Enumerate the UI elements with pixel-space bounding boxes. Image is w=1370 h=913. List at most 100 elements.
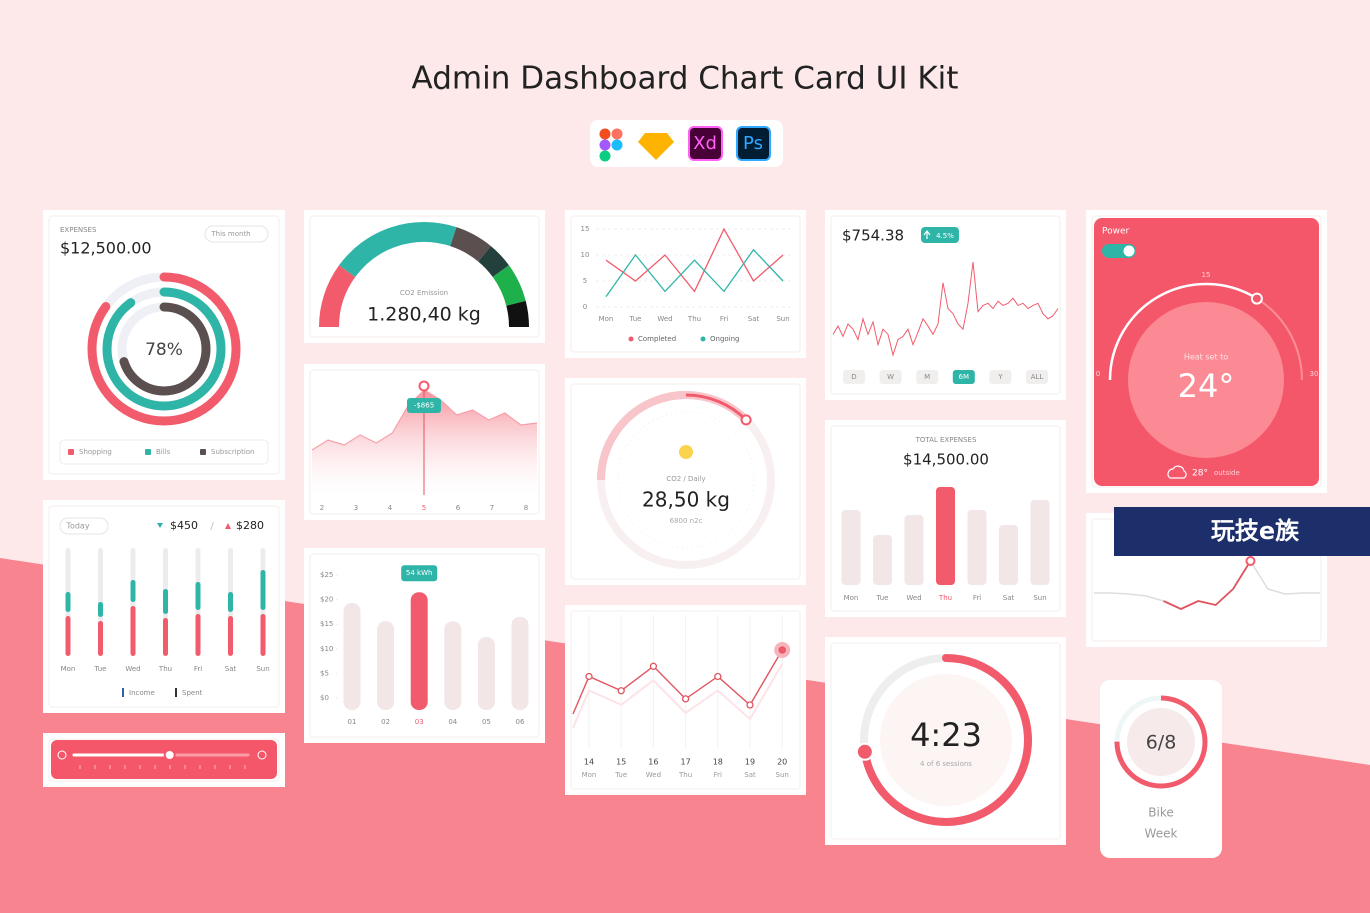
bar — [936, 487, 955, 585]
timer-knob[interactable] — [855, 742, 874, 761]
period-select[interactable] — [59, 517, 109, 535]
y-tick-label: $25 — [320, 571, 333, 579]
ps-icon — [736, 126, 771, 161]
x-tick-label: 2 — [320, 504, 324, 512]
spent-bar — [65, 616, 71, 656]
slider-panel — [51, 740, 277, 779]
x-tick-label: Thu — [158, 665, 172, 673]
income-bar — [228, 592, 233, 612]
figma-icon-part — [599, 150, 611, 162]
x-tick-label: 3 — [354, 504, 358, 512]
x-tick-label: 4 — [388, 504, 393, 512]
range-button[interactable] — [843, 370, 865, 384]
range-label: 6M — [959, 373, 970, 381]
figma-icon-part — [611, 139, 623, 151]
x-tick-label: 03 — [415, 718, 424, 726]
ring-arc — [117, 302, 211, 396]
legend-label: Income — [129, 689, 155, 697]
emoji-icon — [679, 445, 693, 459]
range-button[interactable] — [879, 370, 902, 384]
legend-label: Shopping — [79, 448, 112, 456]
sketch-icon — [638, 133, 674, 160]
tooltip-label: 54 kWh — [406, 569, 433, 577]
y-tick-label: $10 — [320, 645, 333, 653]
range-button[interactable] — [1026, 370, 1048, 384]
bar — [343, 603, 361, 710]
daily-sub: 6800 n2c — [670, 517, 703, 525]
watermark-band — [1114, 507, 1370, 556]
spent-bar — [260, 614, 266, 656]
range-label: Y — [997, 373, 1003, 381]
income-value: $450 — [170, 519, 198, 532]
x-tick-label: 18 — [713, 758, 723, 767]
legend-label: Bills — [156, 448, 171, 456]
spent-bar — [195, 614, 201, 656]
x-tick-label: 19 — [745, 758, 755, 767]
dial-tick-label: 30 — [1310, 370, 1319, 378]
x-tick-label: 7 — [490, 504, 494, 512]
slider-knob[interactable] — [163, 749, 176, 761]
ring-center-value: 78% — [145, 340, 183, 360]
xd-label: Xd — [693, 133, 717, 154]
spent-bar — [228, 616, 233, 656]
range-button[interactable] — [952, 370, 975, 384]
gauge-segment — [339, 222, 457, 278]
x-tick-label: Wed — [657, 315, 672, 323]
daily-arc-edge — [685, 393, 748, 421]
y-tick-label: 15 — [581, 225, 590, 233]
total-label: TOTAL EXPENSES — [915, 436, 977, 444]
x-tick-label: Mon — [599, 315, 614, 323]
x-tick-label: Mon — [61, 665, 76, 673]
shadow-line — [572, 663, 784, 729]
bar — [477, 636, 495, 710]
bulb-off — [57, 750, 67, 760]
outside-label: outside — [1214, 469, 1240, 477]
point — [585, 672, 593, 681]
spent-bar — [98, 621, 103, 656]
change-badge — [921, 227, 959, 243]
down-triangle — [157, 523, 163, 528]
bar — [1030, 500, 1050, 585]
figma-icon-part — [611, 128, 623, 140]
wave-highlight — [1163, 560, 1252, 610]
stock-price: $754.38 — [842, 227, 904, 245]
wave-knob — [1245, 556, 1256, 566]
setpoint-label: Heat set to — [1184, 353, 1228, 362]
timer-arc — [860, 654, 1032, 826]
y-tick-label: $5 — [320, 669, 329, 677]
stock-line — [832, 261, 1059, 357]
x-tick-label: Thu — [687, 315, 701, 323]
range-button[interactable] — [916, 370, 939, 384]
spent-value: $280 — [236, 519, 264, 532]
x-tick-label: 05 — [482, 718, 491, 726]
dial-knob[interactable] — [1250, 292, 1263, 305]
up-arrow — [923, 230, 931, 239]
legend-swatch — [200, 449, 206, 455]
ring-arc — [87, 272, 241, 426]
spent-bar — [163, 618, 168, 656]
point — [617, 687, 625, 695]
gauge-segment — [449, 227, 491, 262]
daily-knob — [740, 414, 752, 426]
income-bar — [195, 582, 201, 610]
separator: / — [210, 521, 214, 532]
bar — [967, 510, 987, 585]
x-tick-label: Thu — [938, 594, 952, 602]
range-button[interactable] — [989, 370, 1012, 384]
dial-tick-label: 0 — [1096, 370, 1100, 378]
x-tick-label: Tue — [629, 315, 642, 323]
period-select[interactable] — [204, 225, 269, 243]
dial-tick-label: 15 — [1202, 271, 1211, 279]
ring-arc — [102, 287, 226, 411]
bike-label: Bike — [1148, 806, 1173, 820]
power-label: Power — [1102, 227, 1130, 237]
x-tick-label: Tue — [94, 665, 107, 673]
range-label: M — [924, 373, 930, 381]
setpoint-value: 24° — [1178, 367, 1235, 405]
x-tick-label: Sun — [776, 315, 789, 323]
legend-swatch — [68, 449, 74, 455]
x-tick-sublabel: Wed — [646, 771, 661, 779]
xd-icon — [688, 126, 723, 161]
x-tick-sublabel: Thu — [678, 771, 692, 779]
